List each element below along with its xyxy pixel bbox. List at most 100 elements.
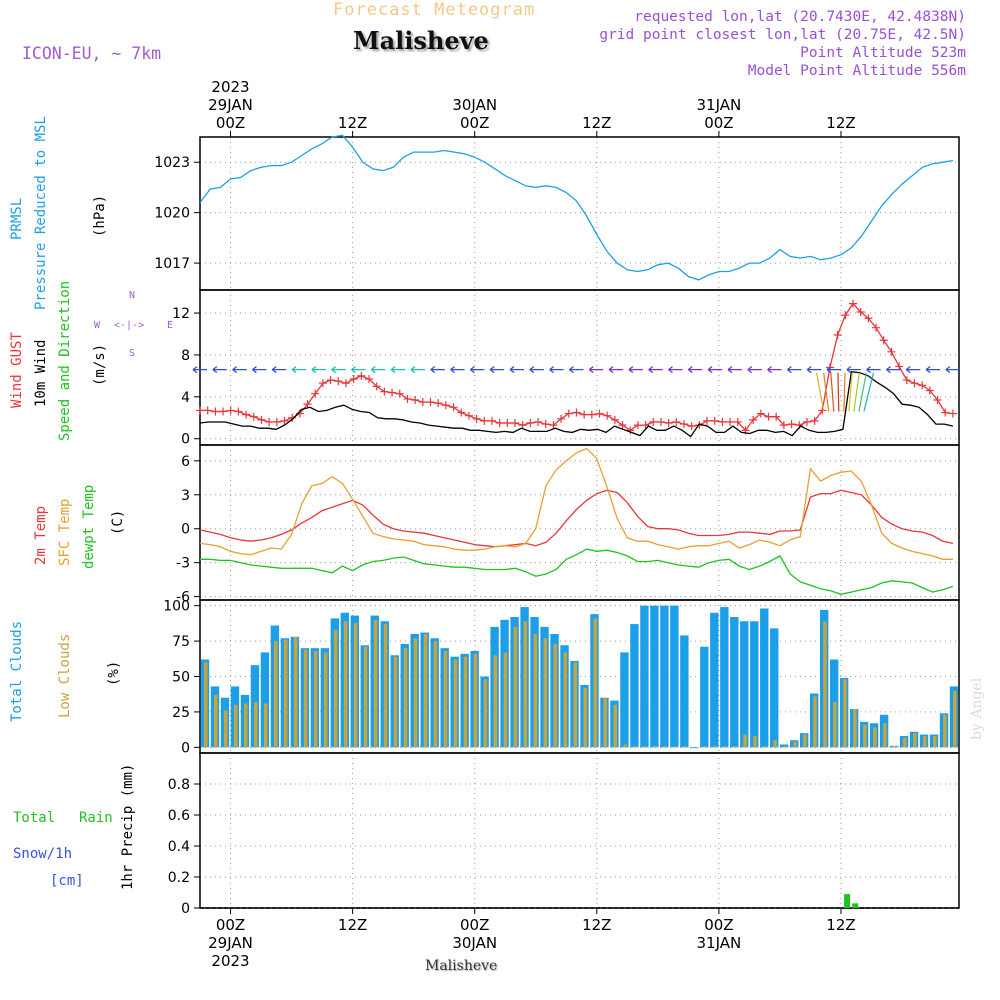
gust-marker	[941, 408, 950, 417]
wind-arrow	[351, 366, 366, 374]
total-cloud-bar	[260, 652, 270, 748]
low-cloud-bar	[463, 656, 468, 748]
wind-arrow	[529, 366, 544, 374]
y-tick-label: -3	[176, 556, 190, 572]
requested-coords: requested lon,lat (20.7430E, 42.4838N)	[634, 9, 966, 25]
low-cloud-bar	[953, 690, 957, 748]
low-cloud-bar	[613, 704, 617, 748]
low-cloud-bar	[573, 662, 578, 748]
low-cloud-bar	[323, 652, 328, 748]
low-cloud-bar	[943, 714, 947, 748]
wind-arrow	[628, 366, 643, 374]
low-cloud-bar	[883, 723, 887, 748]
wind-arrow	[787, 366, 802, 374]
gust-marker	[411, 395, 420, 404]
wind-arrow	[192, 366, 207, 374]
y-tick-label: 1020	[154, 206, 190, 222]
low-cloud-bar	[763, 745, 767, 748]
time-label-bottom: 2023	[211, 952, 249, 970]
gust-marker	[318, 379, 327, 388]
gust-marker	[380, 387, 389, 396]
total-cloud-bar	[730, 617, 739, 748]
low-cloud-bar	[493, 655, 498, 748]
low-cloud-bar	[823, 621, 827, 748]
total-cloud-bar	[710, 612, 719, 748]
total-cloud-bar	[740, 621, 749, 748]
gust-marker	[764, 412, 773, 421]
gust-marker	[365, 375, 374, 384]
gust-marker	[603, 411, 612, 420]
gust-marker	[818, 406, 827, 415]
gust-marker	[656, 417, 665, 426]
gust-marker	[810, 416, 819, 425]
gust-marker	[802, 417, 811, 426]
time-label-bottom: 00Z	[216, 916, 245, 934]
wind-arrow	[687, 366, 703, 374]
low-cloud-bar	[643, 745, 647, 748]
y-tick-label: 0	[181, 522, 190, 538]
location-title: Malisheve	[353, 26, 489, 55]
gust-marker	[203, 406, 212, 415]
gust-marker	[349, 375, 358, 384]
low-cloud-bar	[783, 745, 787, 748]
gust-marker	[872, 323, 881, 332]
faint-title: Forecast Meteogram	[333, 0, 536, 20]
total-cloud-bar	[680, 635, 689, 748]
low-cloud-bar	[303, 649, 308, 748]
gust-direction-arrow	[815, 372, 825, 412]
time-label-bottom: 00Z	[704, 916, 733, 934]
gust-marker	[464, 411, 473, 420]
gust-marker	[879, 336, 888, 345]
low-cloud-bar	[703, 745, 707, 748]
gust-marker	[211, 407, 220, 416]
low-cloud-bar	[253, 702, 258, 748]
wind-arrow	[608, 366, 624, 374]
low-cloud-bar	[863, 724, 867, 748]
gust-marker	[610, 415, 619, 424]
time-label-top: 12Z	[338, 114, 367, 132]
gust-marker	[587, 410, 596, 419]
gust-marker	[226, 406, 235, 415]
low-cloud-bar	[833, 702, 837, 748]
gust-marker	[234, 407, 243, 416]
gust-marker	[441, 401, 450, 410]
low-cloud-bar	[353, 622, 358, 748]
low-cloud-bar	[623, 744, 627, 748]
low-cloud-bar	[603, 697, 607, 748]
gust-marker	[388, 388, 397, 397]
time-label-top: 30JAN	[452, 96, 497, 114]
total-cloud-bar	[760, 608, 769, 748]
gust-marker	[249, 412, 258, 421]
gust-marker	[219, 407, 228, 416]
y-tick-label: 1017	[154, 256, 190, 272]
gust-marker	[341, 379, 350, 388]
wind-arrow	[252, 366, 267, 374]
low-cloud-bar	[503, 652, 508, 748]
rain-bar	[844, 894, 851, 908]
compass-arrows: <-|->	[114, 320, 145, 331]
y-tick-label: 75	[172, 634, 190, 650]
gust-marker	[749, 415, 758, 424]
snow-label: Snow/1h	[13, 846, 73, 862]
gust-marker	[633, 421, 642, 430]
gust-marker	[649, 417, 658, 426]
gust-marker	[772, 412, 781, 421]
model-label: ICON-EU, ~ 7km	[22, 44, 162, 63]
wind-arrow	[886, 366, 901, 374]
low-cloud-bar	[513, 626, 518, 748]
wind-arrow	[232, 366, 247, 374]
gust-marker	[303, 400, 312, 409]
low-cloud-bar	[743, 734, 747, 748]
gust-marker	[779, 421, 788, 430]
sfc-line	[199, 447, 953, 560]
low-cloud-bar	[673, 745, 677, 748]
gust-marker	[457, 408, 466, 417]
wind-arrow	[430, 366, 445, 374]
low-cloud-bar	[283, 639, 288, 748]
low-cloud-bar	[713, 745, 717, 748]
wind-arrow	[311, 366, 326, 374]
rain-total-label: Total	[13, 810, 56, 826]
wind-arrow	[806, 366, 822, 374]
gust-marker	[887, 347, 896, 356]
gust-marker	[541, 420, 550, 429]
